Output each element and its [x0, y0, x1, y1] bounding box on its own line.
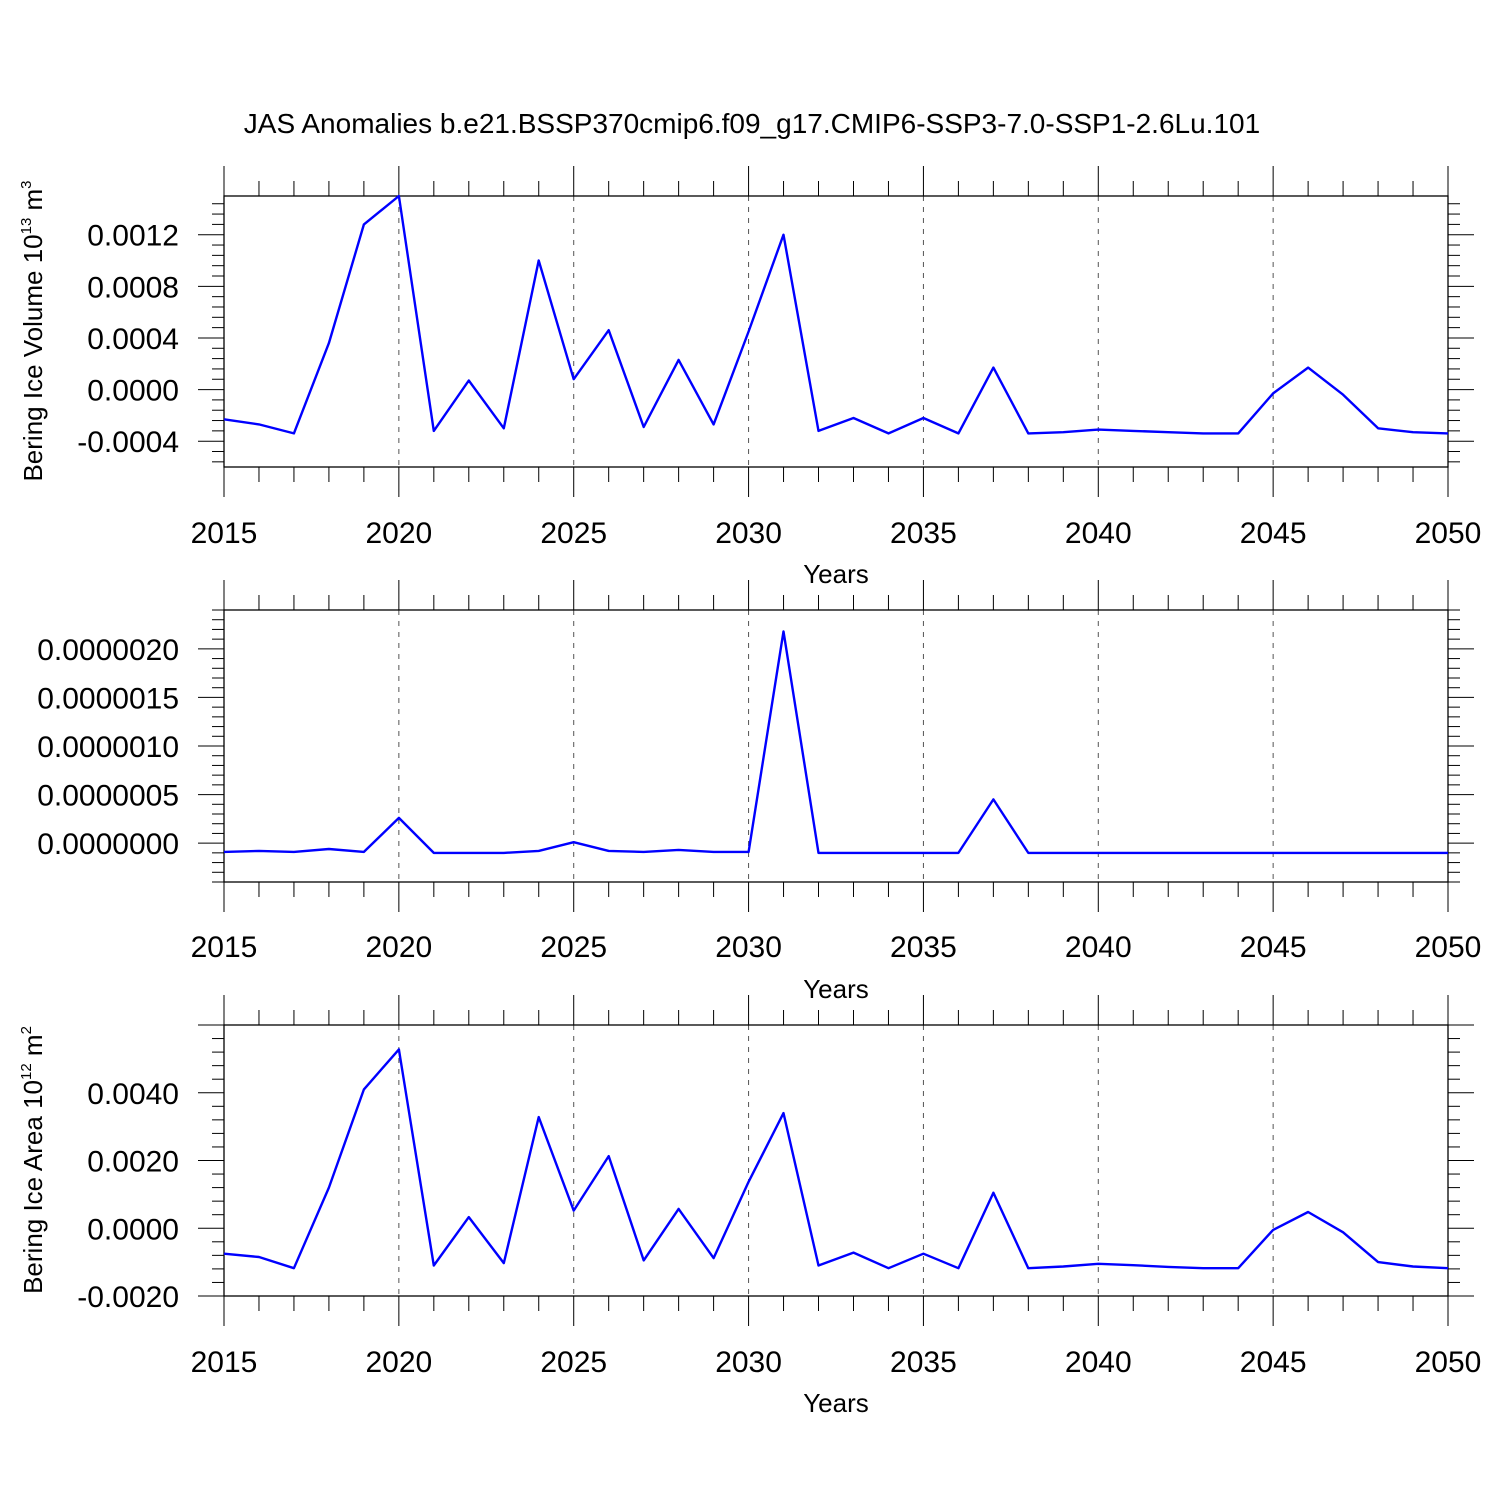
- x-axis-label: Years: [803, 1388, 869, 1418]
- x-axis-label: Years: [803, 559, 869, 589]
- y-tick-label: 0.0004: [87, 323, 179, 356]
- series-line: [223, 194, 1449, 435]
- x-tick-label: 2050: [1415, 517, 1482, 550]
- y-tick-label: 0.0000020: [37, 634, 179, 667]
- x-tick-label: 2045: [1240, 1346, 1307, 1379]
- x-tick-label: 2025: [540, 517, 607, 550]
- x-tick-label: 2020: [365, 517, 432, 550]
- series-line: [223, 630, 1448, 855]
- chart-panel-2: 0.0000000 0.0000005 0.0000010 0.0000015 0.00…: [37, 580, 1481, 1004]
- x-axis-label: Years: [803, 974, 869, 1004]
- y-tick-label: -0.0004: [77, 426, 179, 459]
- plot-frame: [223, 195, 1449, 468]
- chart-title: JAS Anomalies b.e21.BSSP370cmip6.f09_g17…: [244, 108, 1260, 139]
- y-tick-label: 0.0000015: [37, 682, 179, 715]
- x-tick-label: 2015: [191, 931, 258, 964]
- y-tick-label: 0.0040: [87, 1078, 179, 1111]
- y-tick-label: 0.0012: [87, 220, 179, 253]
- y-tick-label: 0.0020: [87, 1146, 179, 1179]
- x-tick-label: 2040: [1065, 517, 1132, 550]
- y-tick-label: 0.0000: [87, 375, 179, 408]
- x-tick-label: 2015: [191, 1346, 258, 1379]
- x-tick-label: 2030: [715, 931, 782, 964]
- x-tick-label: 2050: [1415, 1346, 1482, 1379]
- x-tick-label: 2025: [540, 1346, 607, 1379]
- x-tick-label: 2035: [890, 517, 957, 550]
- y-tick-label: 0.0000005: [37, 780, 179, 813]
- x-tick-label: 2050: [1415, 931, 1482, 964]
- chart-panel-1: -0.0004 0.0000 0.0004 0.0008 0.0012 2015 2020 2…: [18, 166, 1481, 589]
- y-axis-label: Bering Ice Area 1012 m2: [18, 1026, 48, 1294]
- x-tick-label: 2030: [715, 517, 782, 550]
- x-tick-label: 2045: [1240, 517, 1307, 550]
- y-tick-label: 0.0008: [87, 271, 179, 304]
- x-tick-label: 2015: [191, 517, 258, 550]
- y-tick-label: 0.0000010: [37, 731, 179, 764]
- x-tick-label: 2035: [890, 1346, 957, 1379]
- x-tick-label: 2035: [890, 931, 957, 964]
- x-tick-label: 2020: [365, 931, 432, 964]
- x-tick-label: 2020: [365, 1346, 432, 1379]
- x-tick-label: 2030: [715, 1346, 782, 1379]
- x-tick-label: 2040: [1065, 931, 1132, 964]
- x-tick-label: 2025: [540, 931, 607, 964]
- y-tick-label: 0.0000: [87, 1213, 179, 1246]
- x-tick-label: 2045: [1240, 931, 1307, 964]
- chart-panel-3: -0.0020 0.0000 0.0020 0.0040 2015 2020 2025 203…: [18, 995, 1481, 1418]
- x-tick-label: 2040: [1065, 1346, 1132, 1379]
- series-line: [223, 1048, 1449, 1270]
- y-axis-label: Bering Ice Volume 1013 m3: [18, 180, 48, 481]
- y-tick-label: 0.0000000: [37, 828, 179, 861]
- y-tick-label: -0.0020: [77, 1281, 179, 1314]
